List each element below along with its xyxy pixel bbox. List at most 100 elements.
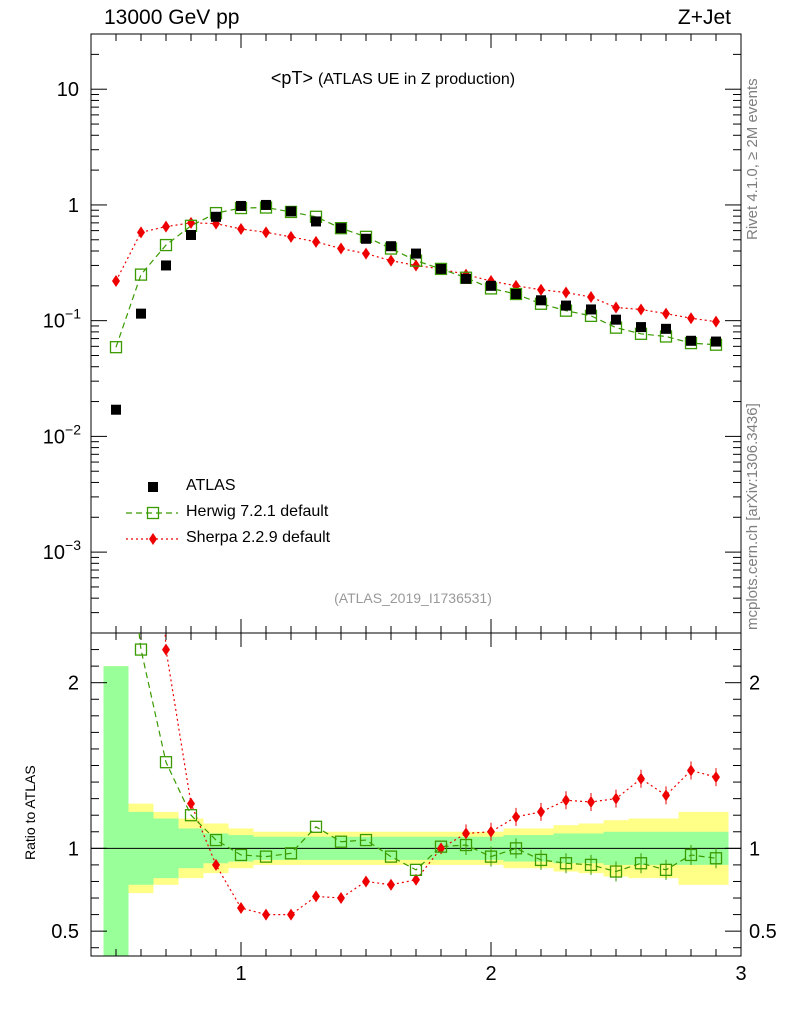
sherpa-point: [562, 286, 570, 299]
sherpa-point: [712, 315, 720, 328]
atlas-point: [411, 248, 421, 259]
herwig-ratio-point: [409, 863, 423, 877]
beam-label: 13000 GeV pp: [104, 6, 240, 29]
herwig-point: [434, 262, 448, 276]
atlas-point: [611, 314, 621, 325]
ratio-y-tick-label-right: 2: [749, 673, 760, 695]
rivet-version-label: Rivet 4.1.0, ≥ 2M events: [744, 78, 761, 240]
sherpa-ratio-point: [562, 794, 570, 807]
atlas-point: [286, 206, 296, 217]
herwig-ratio-point: [134, 643, 148, 656]
atlas-point: [261, 199, 271, 210]
plot-title-main: <pT>: [270, 68, 313, 88]
ratio-y-tick-label-right: 0.5: [749, 921, 777, 943]
sherpa-point: [687, 312, 695, 325]
sherpa-point: [537, 283, 545, 296]
atlas-point: [436, 263, 446, 274]
sherpa-ratio-point: [712, 771, 720, 784]
sherpa-ratio-point: [237, 901, 245, 914]
sherpa-ratio-point: [662, 789, 670, 802]
atlas-point: [636, 322, 646, 333]
ratio-bands: [103, 666, 729, 956]
sherpa-ratio-line: [164, 633, 717, 916]
sherpa-ratio-point: [687, 764, 695, 777]
sherpa-ratio-point: [362, 875, 370, 888]
sherpa-ratio-point: [262, 908, 270, 921]
sherpa-ratio-point: [612, 792, 620, 805]
atlas-point: [486, 280, 496, 291]
plot-title: <pT> (ATLAS UE in Z production): [0, 68, 786, 89]
ratio-y-tick-label: 2: [68, 673, 79, 695]
x-tick-label: 3: [735, 963, 746, 985]
atlas-point: [211, 211, 221, 222]
herwig-point: [509, 287, 523, 301]
sherpa-point: [637, 303, 645, 316]
legend-marker-atlas: [148, 482, 158, 492]
sherpa-point: [137, 226, 145, 239]
sherpa-point: [287, 230, 295, 243]
atlas-point: [711, 336, 721, 347]
y-tick-label: 10: [57, 79, 79, 101]
legend-label-herwig: Herwig 7.2.1 default: [186, 503, 329, 520]
sherpa-point: [362, 247, 370, 260]
y-tick-label: 10−1: [43, 306, 81, 333]
band-inner-bin: [103, 666, 129, 956]
sherpa-point: [387, 254, 395, 267]
herwig-ratio-point: [359, 833, 373, 847]
atlas-point: [561, 300, 571, 311]
herwig-ratio-point: [484, 850, 498, 863]
legend-label-sherpa: Sherpa 2.2.9 default: [186, 529, 331, 546]
herwig-ratio-point: [509, 842, 523, 855]
atlas-point: [136, 308, 146, 319]
sherpa-ratio-point: [287, 908, 295, 921]
sherpa-point: [587, 291, 595, 304]
sherpa-ratio-point: [412, 873, 420, 886]
herwig-point: [334, 222, 348, 235]
process-label: Z+Jet: [677, 6, 731, 29]
legend-marker-herwig: [146, 506, 160, 520]
plot-title-sub: (ATLAS UE in Z production): [317, 71, 516, 88]
x-tick-label: 1: [235, 963, 246, 985]
atlas-point: [511, 288, 521, 299]
analysis-label: (ATLAS_2019_I1736531): [334, 590, 492, 606]
herwig-ratio-point: [209, 833, 223, 847]
herwig-ratio-point: [334, 835, 348, 848]
sherpa-point: [337, 242, 345, 255]
mcplots-label: mcplots.cern.ch [arXiv:1306.3436]: [744, 403, 761, 630]
sherpa-ratio-point: [437, 842, 445, 855]
sherpa-ratio-point: [387, 878, 395, 891]
sherpa-ratio-point: [162, 643, 170, 656]
ratio-y-tick-label-right: 1: [749, 838, 760, 860]
herwig-ratio-point: [309, 820, 323, 833]
sherpa-point: [112, 275, 120, 288]
sherpa-ratio-point: [637, 772, 645, 785]
herwig-ratio-point: [559, 857, 573, 870]
atlas-point: [336, 223, 346, 234]
atlas-point: [236, 200, 246, 211]
herwig-ratio-point: [459, 838, 473, 852]
herwig-ratio-line: [138, 633, 717, 873]
atlas-point: [186, 229, 196, 240]
herwig-ratio-point: [234, 848, 248, 862]
sherpa-point: [237, 222, 245, 235]
sherpa-ratio-point: [537, 805, 545, 818]
sherpa-point: [612, 301, 620, 314]
herwig-ratio-point: [184, 809, 198, 822]
herwig-ratio-point: [434, 840, 448, 853]
atlas-point: [686, 335, 696, 346]
atlas-point: [361, 233, 371, 244]
herwig-point: [159, 238, 173, 252]
herwig-point: [109, 341, 123, 354]
legend-marker-sherpa: [149, 533, 157, 545]
main-plot: 10 1 10−1 10−2 10−3: [43, 33, 742, 634]
herwig-ratio-point: [159, 756, 173, 769]
main-series: [109, 199, 723, 415]
atlas-point: [311, 216, 321, 227]
sherpa-ratio-point: [212, 858, 220, 871]
atlas-point: [111, 404, 121, 415]
legend-label-atlas: ATLAS: [186, 477, 236, 494]
herwig-ratio-point: [634, 857, 648, 870]
atlas-point: [386, 241, 396, 252]
sherpa-point: [312, 235, 320, 248]
x-tick-label: 2: [485, 963, 496, 985]
